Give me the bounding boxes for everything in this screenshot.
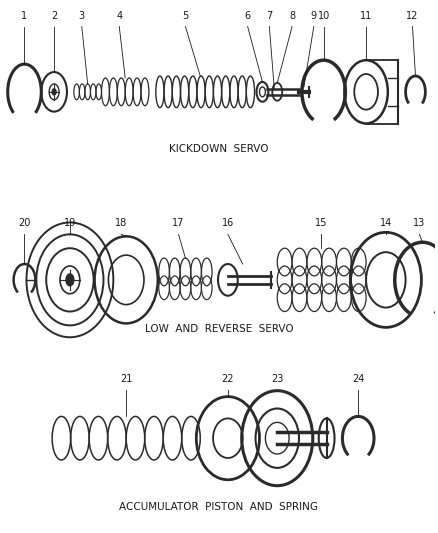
Text: 10: 10 [318, 11, 330, 21]
Text: 2: 2 [51, 11, 57, 21]
Ellipse shape [52, 89, 56, 95]
Text: 6: 6 [244, 11, 251, 21]
Text: 11: 11 [360, 11, 372, 21]
Text: 20: 20 [18, 219, 31, 229]
Text: 12: 12 [406, 11, 419, 21]
Text: 8: 8 [289, 11, 295, 21]
Text: 7: 7 [266, 11, 272, 21]
Text: 23: 23 [271, 374, 283, 384]
Text: 3: 3 [79, 11, 85, 21]
Text: 13: 13 [413, 219, 426, 229]
Text: 5: 5 [182, 11, 188, 21]
Text: KICKDOWN  SERVO: KICKDOWN SERVO [169, 144, 269, 154]
Ellipse shape [66, 274, 74, 286]
Text: 24: 24 [352, 374, 364, 384]
Text: 9: 9 [311, 11, 317, 21]
Text: 16: 16 [222, 219, 234, 229]
Text: 18: 18 [115, 219, 127, 229]
Text: 19: 19 [64, 219, 76, 229]
Text: 4: 4 [116, 11, 122, 21]
Text: 17: 17 [172, 219, 185, 229]
Text: 15: 15 [314, 219, 327, 229]
Text: 14: 14 [380, 219, 392, 229]
Text: 1: 1 [21, 11, 28, 21]
Text: 22: 22 [222, 374, 234, 384]
Text: 21: 21 [120, 374, 132, 384]
Text: LOW  AND  REVERSE  SERVO: LOW AND REVERSE SERVO [145, 325, 293, 334]
Text: ACCUMULATOR  PISTON  AND  SPRING: ACCUMULATOR PISTON AND SPRING [120, 503, 318, 512]
